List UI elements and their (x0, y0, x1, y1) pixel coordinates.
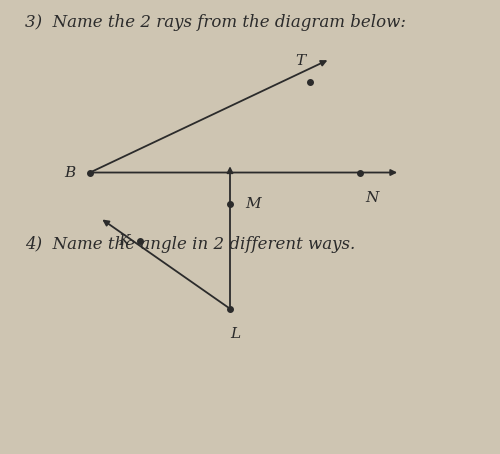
Text: N: N (365, 191, 378, 205)
Text: B: B (64, 166, 75, 179)
Text: 3)  Name the 2 rays from the diagram below:: 3) Name the 2 rays from the diagram belo… (25, 14, 406, 30)
Text: L: L (230, 327, 240, 341)
Text: 4)  Name the angle in 2 different ways.: 4) Name the angle in 2 different ways. (25, 236, 355, 253)
Text: T: T (295, 54, 305, 68)
Text: K: K (118, 234, 130, 247)
Text: M: M (245, 197, 260, 211)
